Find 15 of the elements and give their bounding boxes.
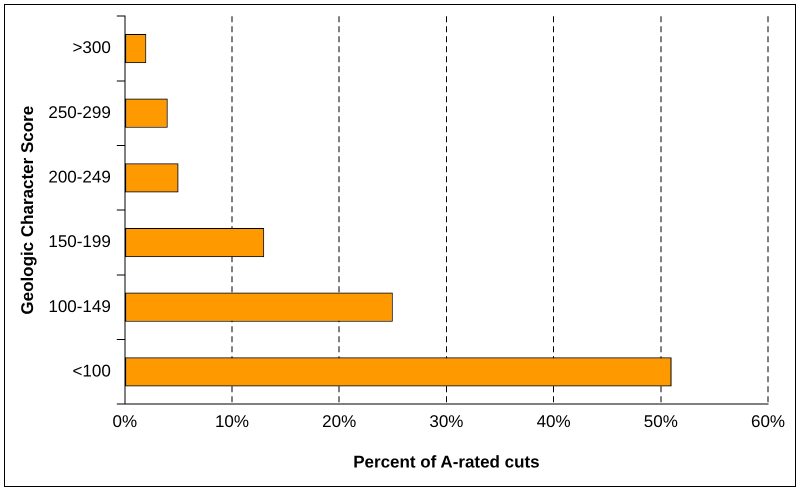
x-tick-label: 20% — [322, 412, 356, 432]
y-tick-label: 150-199 — [48, 232, 111, 252]
x-tick-label: 30% — [429, 412, 464, 432]
x-tick-label: 50% — [644, 412, 678, 432]
y-tick-label: <100 — [72, 362, 111, 381]
y-tick-label: 100-149 — [48, 296, 111, 316]
y-tick-label: 250-299 — [48, 102, 111, 122]
x-tick-label: 60% — [750, 412, 786, 432]
y-tick-label: >300 — [72, 38, 111, 58]
x-tick-label: 40% — [536, 412, 571, 432]
y-tick-label: 200-249 — [48, 168, 111, 187]
x-tick-label: 10% — [214, 412, 250, 432]
y-axis-title: Geologic Character Score — [18, 106, 37, 315]
x-axis-title: Percent of A-rated cuts — [353, 452, 540, 472]
x-tick-label: 0% — [112, 412, 138, 432]
